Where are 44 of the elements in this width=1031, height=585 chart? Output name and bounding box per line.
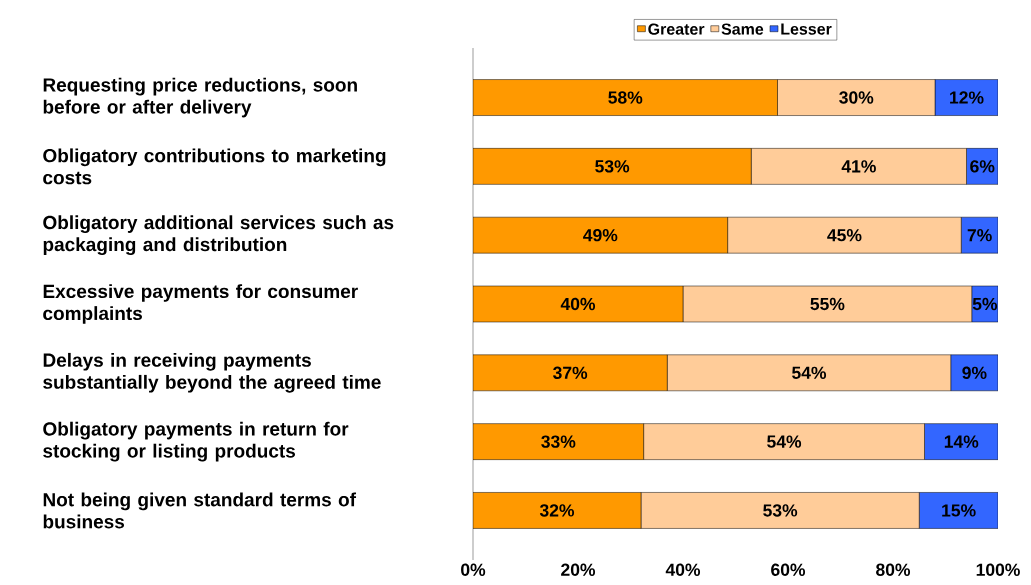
data-label: 58% <box>608 91 643 104</box>
data-label: 45% <box>827 228 862 242</box>
y-tick-label: Excessive payments for consumer complaints <box>43 284 358 324</box>
legend-label: Lesser <box>781 23 832 35</box>
bar <box>473 354 668 392</box>
x-tick-label: 60% <box>771 563 806 576</box>
data-label: 33% <box>541 435 576 448</box>
data-label: 7% <box>967 229 992 242</box>
data-label: 41% <box>841 160 876 173</box>
y-tick-label: Not being given standard terms of business <box>43 492 357 529</box>
data-label: 9% <box>962 366 987 380</box>
data-label: 30% <box>839 91 874 104</box>
data-label: 5% <box>972 297 998 311</box>
y-tick-label: Obligatory payments in return for stocking or listing products <box>43 421 349 462</box>
data-label: 55% <box>810 297 845 311</box>
bar <box>473 423 644 460</box>
data-label: 37% <box>553 366 588 380</box>
x-tick-label: 100% <box>976 563 1020 576</box>
data-label: 49% <box>583 228 618 242</box>
data-label: 6% <box>970 160 995 173</box>
y-tick-label: Delays in receiving payments substantially beyond the agreed time <box>43 352 381 393</box>
y-tick-label: Obligatory contributions to marketing costs <box>43 148 386 185</box>
bar <box>473 148 752 185</box>
data-label: 53% <box>595 160 630 173</box>
x-tick-label: 0% <box>461 563 486 576</box>
bar <box>473 285 684 323</box>
data-label: 40% <box>560 297 596 311</box>
data-label: 53% <box>763 504 798 517</box>
data-label: 54% <box>767 435 802 448</box>
bar <box>473 492 642 529</box>
y-tick-label: Requesting price reductions, soon before or after delivery <box>43 77 357 118</box>
data-label: 54% <box>792 366 827 379</box>
data-label: 15% <box>942 504 976 517</box>
x-tick-label: 40% <box>665 563 701 576</box>
x-tick-label: 80% <box>876 563 911 576</box>
legend-label: Same <box>721 23 764 35</box>
data-label: 32% <box>539 504 575 517</box>
bar <box>473 216 728 254</box>
bar <box>473 79 778 116</box>
data-label: 12% <box>950 91 984 104</box>
y-tick-label: Obligatory additional services such as packaging and distribution <box>43 215 394 256</box>
x-tick-label: 20% <box>561 563 596 576</box>
data-label: 14% <box>944 435 979 448</box>
legend-label: Greater <box>648 23 705 35</box>
